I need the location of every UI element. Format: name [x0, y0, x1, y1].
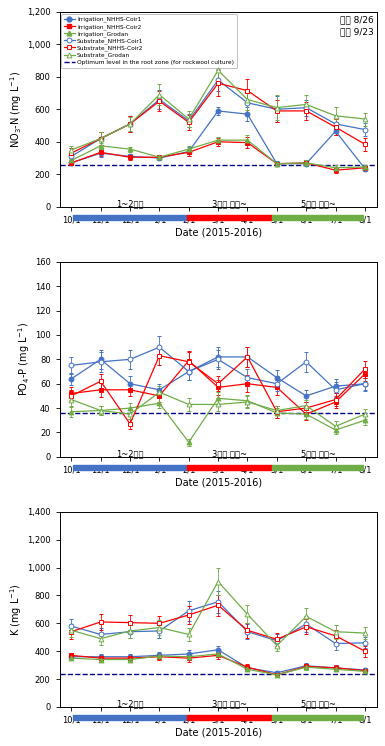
Text: 1~2그룹: 1~2그룹	[116, 450, 144, 459]
Text: 3그룹 착과~: 3그룹 착과~	[213, 200, 247, 209]
Text: 3그룹 착과~: 3그룹 착과~	[213, 700, 247, 709]
Text: 파종 8/26
정식 9/23: 파종 8/26 정식 9/23	[340, 16, 373, 37]
Y-axis label: K (mg L$^{-1}$): K (mg L$^{-1}$)	[8, 583, 24, 636]
Bar	[273, 715, 363, 720]
X-axis label: Date (2015-2016): Date (2015-2016)	[174, 477, 262, 488]
Text: 5그룹 착과~: 5그룹 착과~	[301, 450, 335, 459]
Y-axis label: PO$_4$-P (mg L$^{-1}$): PO$_4$-P (mg L$^{-1}$)	[16, 322, 32, 396]
Bar	[273, 466, 363, 470]
Text: 5그룹 착과~: 5그룹 착과~	[301, 700, 335, 709]
Bar	[273, 216, 363, 219]
Bar	[187, 715, 273, 720]
Bar	[187, 216, 273, 219]
X-axis label: Date (2015-2016): Date (2015-2016)	[174, 727, 262, 738]
Bar	[187, 466, 273, 470]
Legend: Irrigation_NHHS-Coir1, Irrigation_NHHS-Coir2, Irrigation_Grodan, Substrate_NHHS-: Irrigation_NHHS-Coir1, Irrigation_NHHS-C…	[61, 13, 237, 68]
Text: 1~2그룹: 1~2그룹	[116, 700, 144, 709]
Text: 1~2그룹: 1~2그룹	[116, 200, 144, 209]
Bar	[73, 466, 187, 470]
Text: 3그룹 착과~: 3그룹 착과~	[213, 450, 247, 459]
Y-axis label: NO$_3$-N (mg L$^{-1}$): NO$_3$-N (mg L$^{-1}$)	[8, 71, 24, 148]
Bar	[73, 216, 187, 219]
Bar	[73, 715, 187, 720]
X-axis label: Date (2015-2016): Date (2015-2016)	[174, 228, 262, 237]
Text: 5그룹 착과~: 5그룹 착과~	[301, 200, 335, 209]
